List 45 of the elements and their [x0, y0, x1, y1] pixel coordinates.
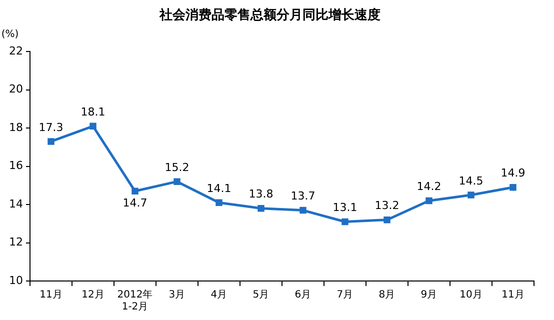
data-label: 13.7 [290, 190, 316, 203]
data-label: 14.7 [122, 196, 148, 210]
x-tick-label: 11月 [502, 290, 524, 301]
y-tick-label: 14 [8, 197, 23, 210]
x-tick-label: 3月 [168, 290, 186, 301]
point [258, 204, 264, 212]
point [468, 192, 474, 198]
x-tick-label: 9月 [420, 290, 438, 301]
y-tick-label: 18 [8, 120, 23, 134]
x-tick-label: 7月 [336, 290, 354, 301]
point [300, 206, 306, 214]
y-tick-label: 22 [8, 44, 23, 58]
data-label: 13.1 [332, 201, 358, 214]
x-tick-label: 12月 [82, 290, 104, 301]
data-label: 13.2 [374, 199, 400, 212]
x-tick-label: 8月 [378, 290, 396, 301]
data-label: 14.9 [500, 166, 526, 180]
y-axis-title: (%) [1, 29, 19, 40]
y-tick-label: 10 [8, 274, 23, 287]
point [384, 216, 390, 224]
data-label: 13.8 [248, 188, 274, 201]
point [426, 197, 432, 204]
data-label: 14.5 [458, 174, 484, 188]
point [510, 184, 516, 191]
x-tick-label: 4月 [210, 290, 228, 301]
data-label: 14.2 [416, 180, 442, 194]
point [132, 188, 138, 195]
x-tick-label: 2012年 1-2月 [117, 288, 153, 313]
chart-title: 社会消费品零售总额分月同比增长速度 [158, 7, 380, 24]
x-tick-label: 10月 [460, 290, 482, 301]
data-label: 17.3 [38, 120, 64, 134]
point [216, 199, 222, 206]
x-tick-label: 5月 [252, 290, 270, 301]
x-tick-label: 6月 [294, 290, 312, 301]
y-tick-label: 20 [8, 82, 23, 96]
data-label: 14.1 [206, 182, 232, 195]
point [48, 138, 54, 145]
point [90, 122, 96, 130]
point [342, 218, 348, 226]
data-label: 15.2 [164, 160, 190, 174]
data-label: 18.1 [80, 106, 106, 119]
point [174, 178, 180, 185]
y-tick-label: 16 [8, 159, 23, 172]
y-tick-label: 12 [8, 236, 23, 249]
x-tick-label: 11月 [40, 290, 62, 301]
